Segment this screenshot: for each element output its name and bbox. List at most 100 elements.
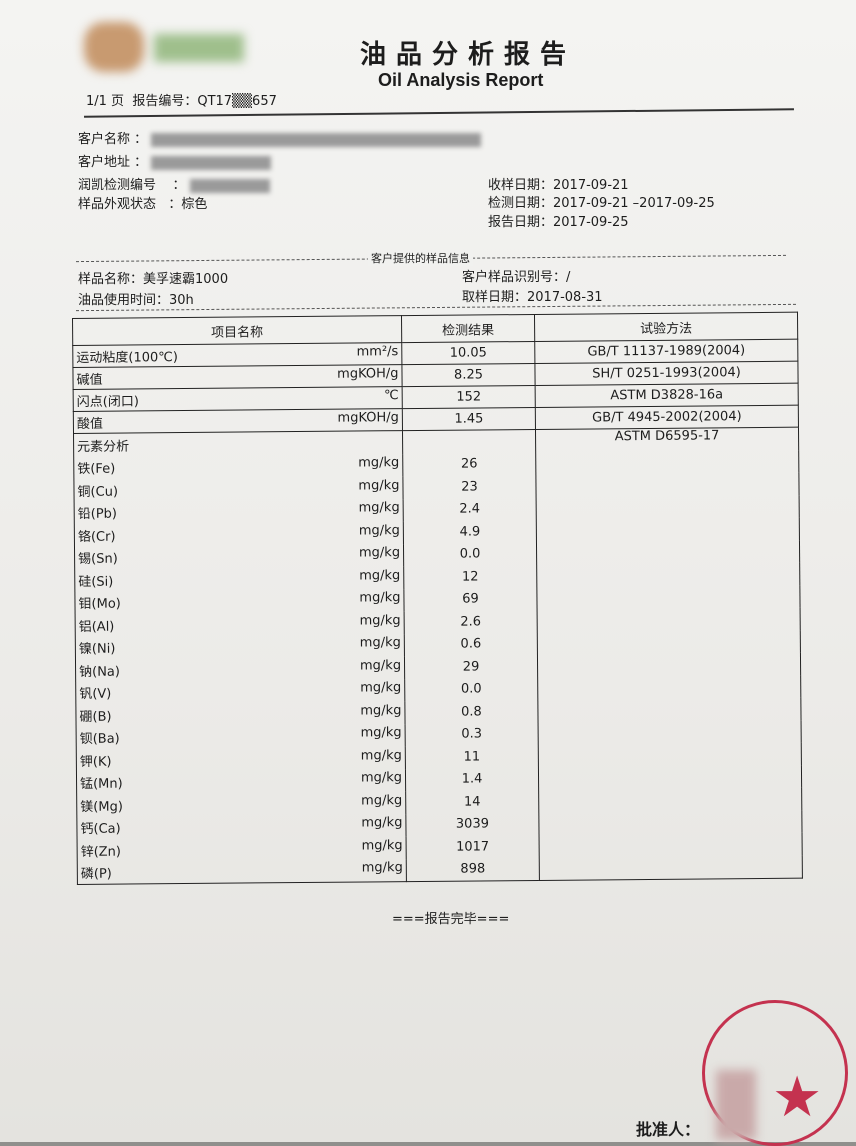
client-address-row: 客户地址 ： (78, 151, 272, 170)
report-number: QT17▒▒657 (197, 94, 277, 109)
element-value: 4.9 (403, 519, 537, 544)
item-name: 酸值 (76, 416, 104, 432)
element-value: 2.6 (404, 609, 538, 634)
element-name: 铁(Fe) (77, 461, 116, 478)
element-unit: mg/kg (359, 590, 401, 606)
item-unit: mgKOH/g (337, 366, 399, 382)
element-section-label: 元素分析 (73, 430, 403, 457)
element-name: 钙(Ca) (80, 821, 121, 838)
element-value: 898 (406, 857, 540, 882)
page-number: 1/1 页 (86, 94, 125, 109)
element-value: 1.4 (405, 767, 539, 792)
element-unit: mg/kg (361, 860, 403, 876)
element-unit: mg/kg (359, 612, 401, 629)
header-item: 项目名称 (72, 315, 402, 346)
method-cell: SH/T 0251-1993(2004) (534, 361, 799, 386)
element-value: 1017 (406, 834, 540, 859)
element-name: 铜(Cu) (77, 484, 119, 500)
element-cell: 铅(Pb) mg/kg (74, 498, 404, 524)
seal-star-icon: ★ (772, 1065, 823, 1130)
empty-cell (402, 429, 536, 454)
element-value: 0.3 (405, 722, 539, 747)
element-cell: 钒(V) mg/kg (75, 678, 405, 704)
results-table: 项目名称 检测结果 试验方法 运动粘度(100℃) mm²/s 10.05 GB/… (72, 312, 803, 885)
element-cell: 镍(Ni) mg/kg (75, 633, 405, 659)
element-name: 钡(Ba) (79, 731, 120, 748)
appearance-row: 样品外观状态 ：棕色 (78, 193, 207, 212)
client-address-label: 客户地址 ： (78, 155, 148, 170)
element-name: 锡(Sn) (78, 551, 118, 568)
element-name: 锌(Zn) (80, 844, 122, 860)
element-name: 铬(Cr) (77, 529, 116, 545)
test-number-row: 润凯检测编号 ： (78, 174, 270, 193)
element-cell: 钡(Ba) mg/kg (76, 723, 406, 749)
element-cell: 铁(Fe) mg/kg (73, 453, 403, 479)
element-cell: 磷(P) mg/kg (77, 858, 407, 885)
element-unit: mg/kg (360, 702, 402, 719)
element-unit: mg/kg (360, 725, 402, 741)
element-unit: mg/kg (360, 747, 402, 764)
header-result: 检测结果 (401, 314, 535, 343)
item-unit: mgKOH/g (337, 410, 399, 426)
element-value: 69 (403, 587, 538, 612)
method-cell: GB/T 4945-2002(2004) (535, 405, 799, 430)
element-unit: mg/kg (358, 500, 400, 516)
element-value: 29 (404, 654, 538, 679)
signature-blurred (716, 1070, 756, 1140)
result-cell: 8.25 (401, 363, 536, 387)
element-value: 2.4 (403, 497, 537, 522)
oil-usage-time: 油品使用时间：30h (78, 293, 194, 308)
item-cell: 运动粘度(100℃) mm²/s (72, 342, 402, 368)
test-number-label: 润凯检测编号 (78, 178, 157, 193)
element-name: 镁(Mg) (80, 799, 123, 815)
sample-section-title: 客户提供的样品信息 (368, 250, 473, 266)
item-name: 碱值 (76, 372, 103, 388)
approver-label: 批准人： (636, 1120, 701, 1139)
title-english: Oil Analysis Report (378, 70, 544, 90)
item-cell: 酸值 mgKOH/g (73, 408, 403, 434)
element-cell: 锌(Zn) mg/kg (77, 836, 407, 862)
element-cell: 硅(Si) mg/kg (74, 566, 404, 592)
element-unit: mg/kg (360, 770, 403, 786)
element-name: 硼(B) (79, 709, 112, 725)
title-chinese: 油品分析报告 (360, 40, 577, 70)
element-cell: 钼(Mo) mg/kg (74, 588, 405, 614)
element-value: 0.0 (403, 542, 537, 567)
element-cell: 铝(Al) mg/kg (75, 611, 405, 637)
element-value: 23 (402, 474, 537, 499)
element-unit: mg/kg (358, 455, 400, 471)
element-value: 0.0 (404, 677, 538, 702)
element-name: 锰(Mn) (80, 776, 123, 793)
header-divider (84, 108, 794, 118)
receive-date: 收样日期：2017-09-21 (488, 178, 629, 193)
sampling-date: 取样日期：2017-08-31 (462, 290, 603, 305)
item-unit: mm²/s (356, 344, 399, 360)
element-cell: 钙(Ca) mg/kg (76, 813, 407, 839)
client-name-label: 客户名称 ： (78, 132, 148, 147)
element-value: 12 (403, 564, 537, 589)
company-logo-blurred (84, 22, 254, 72)
element-cell: 硼(B) mg/kg (75, 701, 406, 727)
element-cell: 钠(Na) mg/kg (75, 656, 405, 682)
report-date: 报告日期：2017-09-25 (488, 215, 629, 230)
item-name: 闪点(闭口) (76, 394, 139, 410)
appearance-label: 样品外观状态 (78, 197, 157, 212)
element-method-cell: ASTM D6595-17 (535, 427, 803, 881)
method-cell: ASTM D3828-16a (535, 383, 799, 408)
redacted-client-name (151, 132, 482, 147)
element-value: 11 (405, 744, 539, 769)
result-cell: 152 (402, 385, 536, 409)
item-cell: 闪点(闭口) ℃ (73, 386, 403, 412)
sample-name: 样品名称：美孚速霸1000 (78, 272, 229, 287)
element-unit: mg/kg (359, 657, 402, 674)
element-name: 磷(P) (80, 866, 112, 883)
element-value: 26 (402, 452, 536, 477)
header-method: 试验方法 (534, 312, 798, 342)
element-cell: 锡(Sn) mg/kg (74, 543, 404, 569)
method-cell: GB/T 11137-1989(2004) (534, 339, 798, 364)
element-unit: mg/kg (361, 815, 403, 831)
element-cell: 铜(Cu) mg/kg (73, 476, 404, 502)
element-unit: mg/kg (358, 522, 400, 539)
element-name: 硅(Si) (78, 574, 114, 590)
